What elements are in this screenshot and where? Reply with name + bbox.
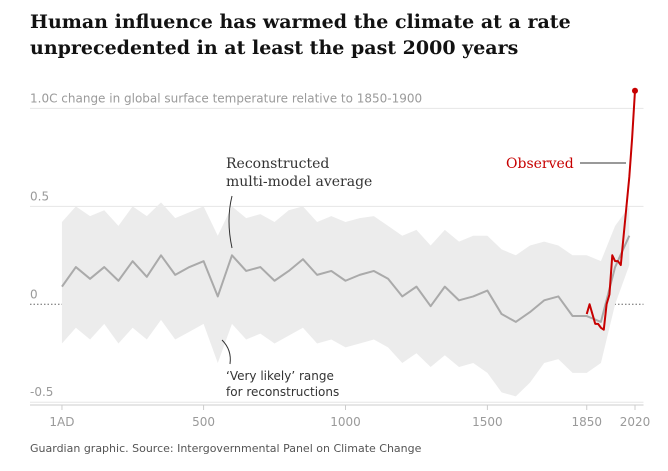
observed-line	[585, 90, 636, 331]
annotation: Reconstructed	[226, 156, 329, 172]
annotation: for reconstructions	[226, 385, 339, 399]
y-tick-label: 0	[30, 287, 38, 301]
x-tick-label: 1850	[571, 415, 602, 429]
observed-end-dot	[631, 87, 638, 94]
chart-title: Human influence has warmed the climate a…	[30, 11, 571, 33]
reconstructed-line	[61, 235, 631, 323]
leader-line	[221, 339, 231, 365]
annotation: Observed	[506, 156, 574, 172]
y-tick-label: -0.5	[30, 385, 53, 399]
y-tick-label: 1.0C change in global surface temperatur…	[30, 91, 422, 105]
leader-line	[228, 195, 233, 249]
y-tick-label: 0.5	[30, 189, 49, 203]
x-tick-label: 500	[192, 415, 215, 429]
source: Guardian graphic. Source: Intergovernmen…	[30, 442, 422, 455]
range-band	[61, 202, 630, 397]
x-tick-label: 1500	[472, 415, 503, 429]
chart-title: unprecedented in at least the past 2000 …	[30, 37, 518, 59]
x-tick-label: 2020	[620, 415, 651, 429]
x-tick-label: 1AD	[49, 415, 74, 429]
plot: 1.0C change in global surface temperatur…	[30, 87, 651, 429]
annotation: ‘Very likely’ range	[226, 369, 334, 383]
annotation: multi-model average	[226, 174, 372, 190]
x-tick-label: 1000	[330, 415, 361, 429]
